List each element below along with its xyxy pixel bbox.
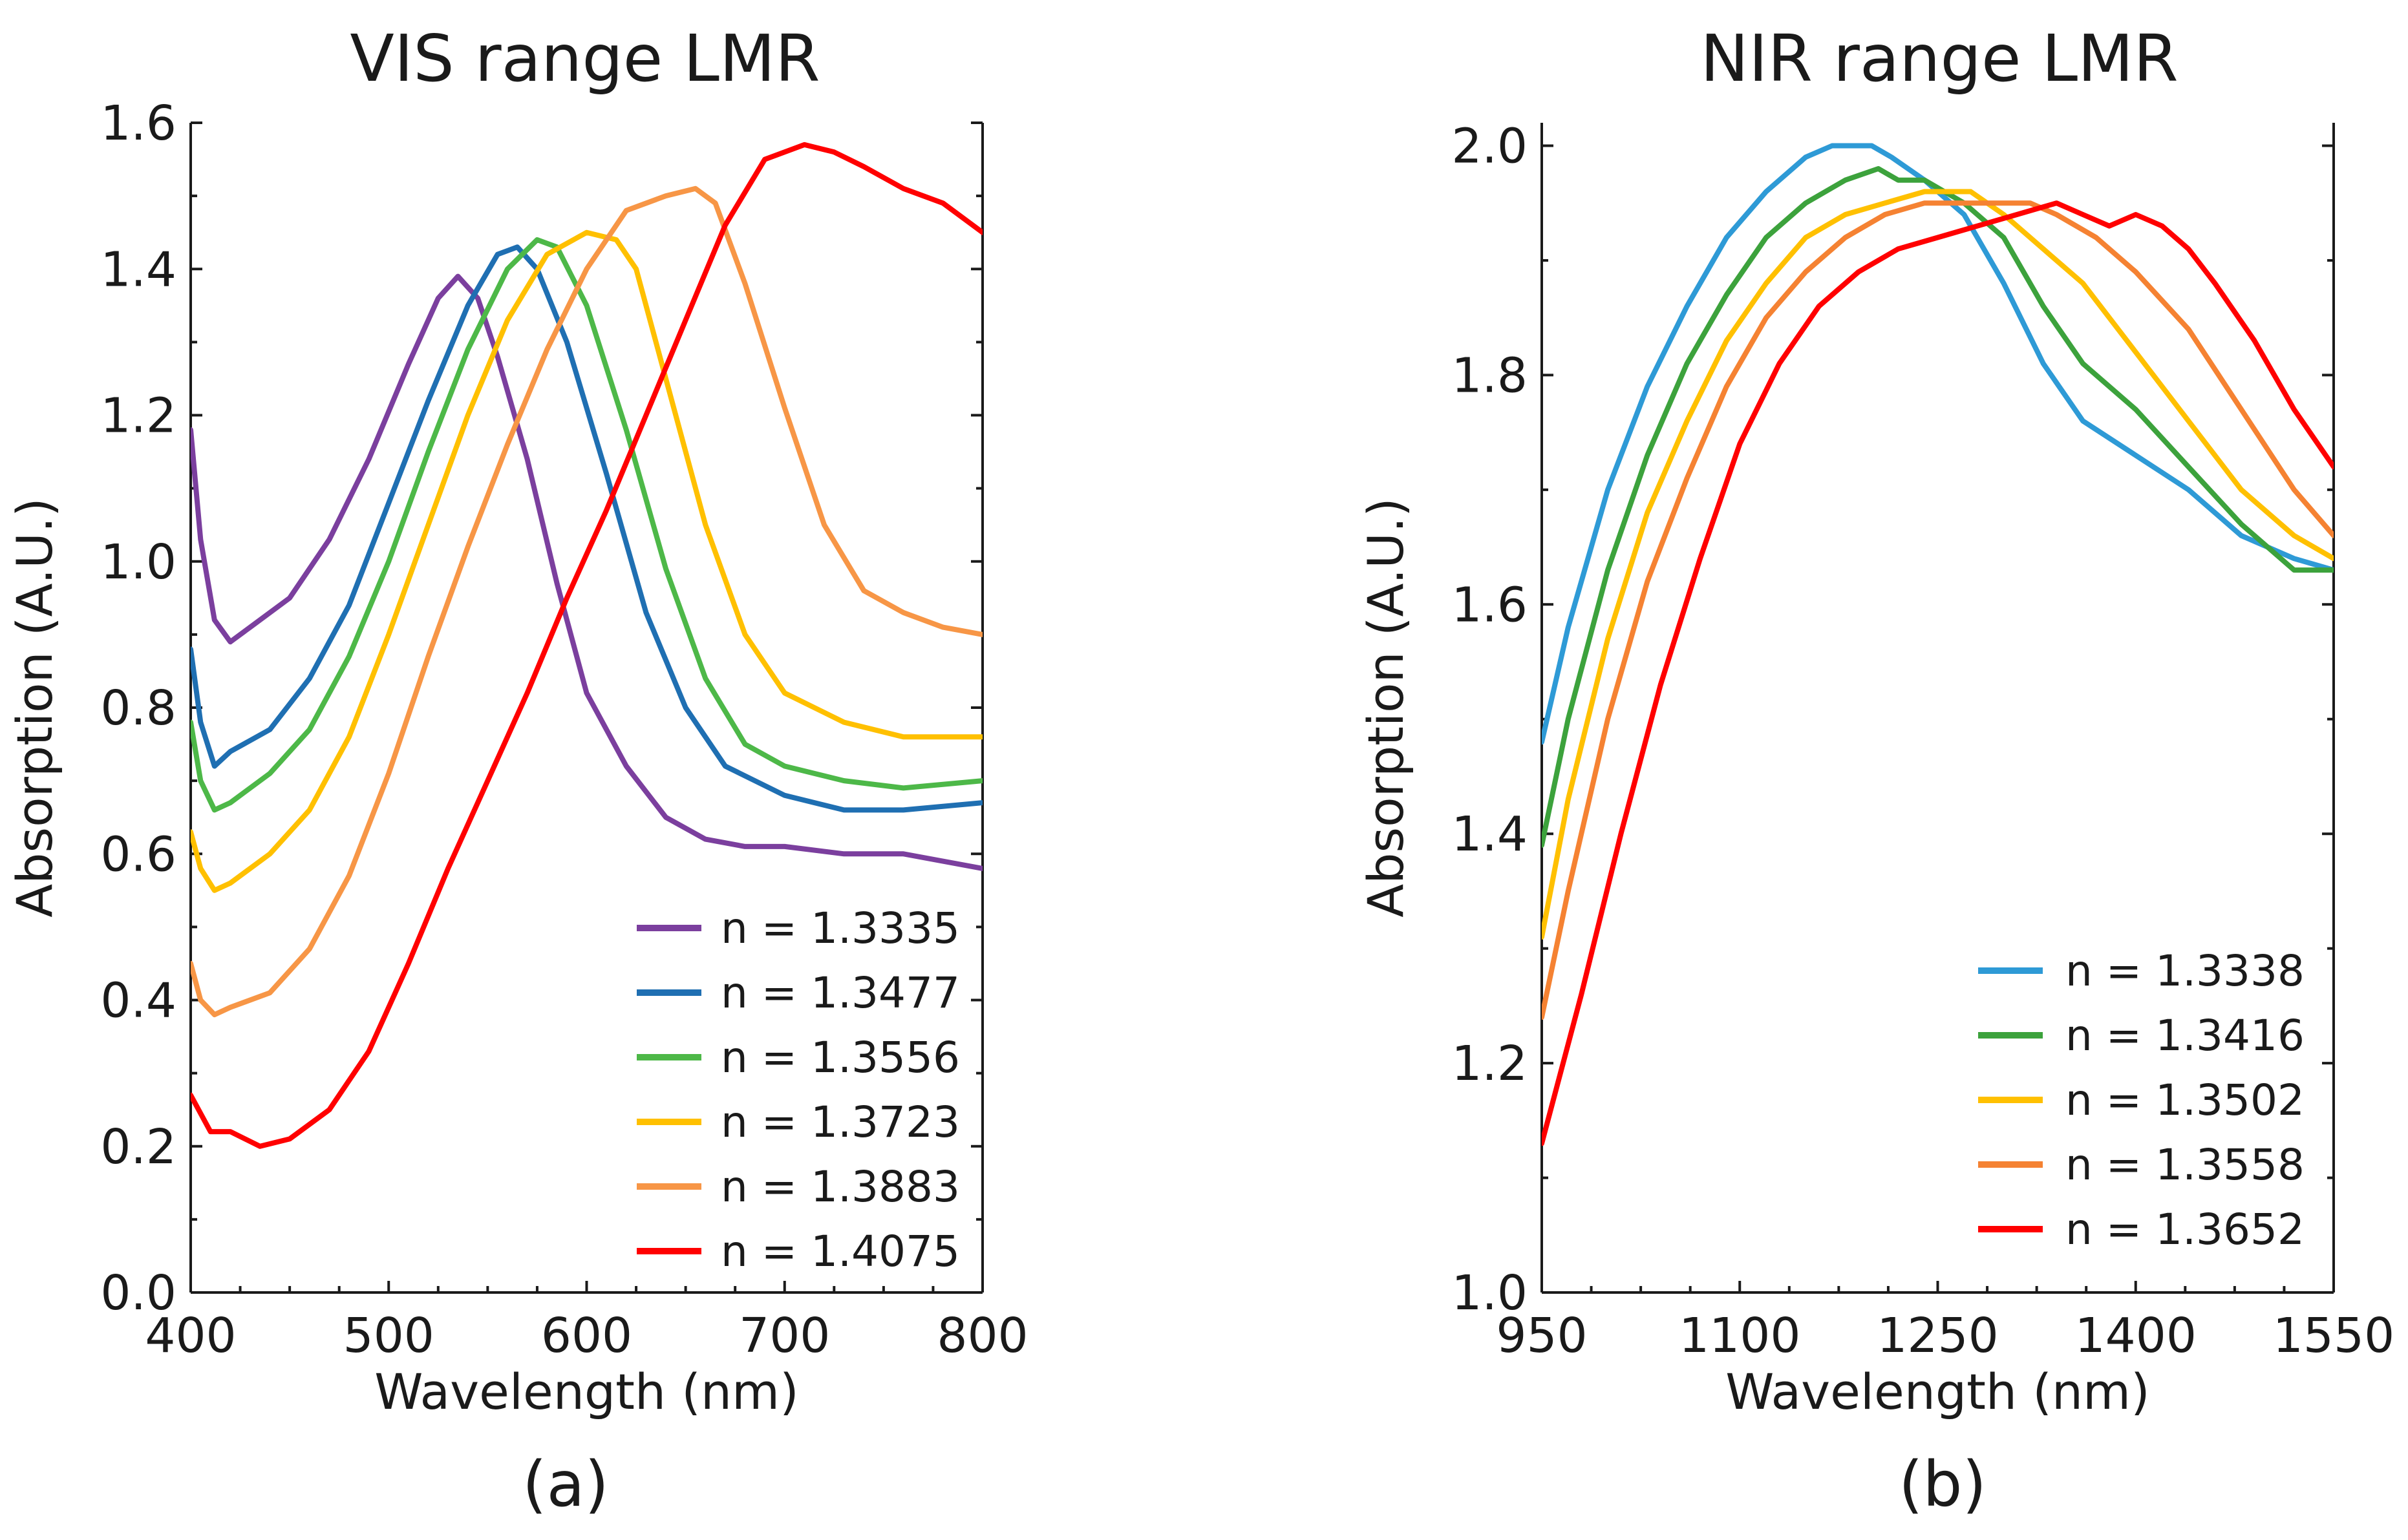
legend-label: n = 1.3338 <box>2065 946 2305 996</box>
chart-panel-nir: NIR range LMR 1.0 1.2 1.4 1.6 1.8 2.0 950 1100 12… <box>1357 21 2394 1521</box>
chart-panel-vis: VIS range LMR 0.0 0.2 0.4 0.6 0.8 1.0 1.2 1.4 1.6… <box>6 21 1028 1521</box>
x-tick-label: 1400 <box>2075 1308 2197 1364</box>
panel-label: (a) <box>522 1448 609 1521</box>
y-tick-label: 1.0 <box>100 534 176 590</box>
y-axis-label: Absorption (A.U.) <box>6 498 63 917</box>
legend-label: n = 1.3652 <box>2065 1205 2305 1254</box>
series-line-5 <box>1542 200 2334 1146</box>
series-line-4 <box>1542 200 2334 1020</box>
legend-label: n = 1.3883 <box>721 1162 960 1212</box>
x-axis-label: Wavelength (nm) <box>374 1363 799 1420</box>
series-line-2 <box>191 244 983 813</box>
series-line-4 <box>191 229 983 893</box>
chart-title: VIS range LMR <box>350 21 820 96</box>
legend-label: n = 1.3556 <box>721 1033 960 1082</box>
y-tick-label: 1.2 <box>100 388 176 444</box>
series-line-3 <box>191 237 983 813</box>
y-tick-label: 1.4 <box>1451 807 1528 862</box>
legend-label: n = 1.3723 <box>721 1097 960 1147</box>
y-tick-label: 1.4 <box>100 242 176 297</box>
x-tick-label: 400 <box>145 1308 236 1364</box>
y-axis-label: Absorption (A.U.) <box>1357 498 1414 917</box>
y-tick-label: 0.4 <box>100 973 176 1029</box>
y-tick-label: 0.0 <box>100 1265 176 1321</box>
series-line-6 <box>191 142 983 1149</box>
y-tick-label: 0.2 <box>100 1119 176 1175</box>
x-tick-label: 800 <box>937 1308 1028 1364</box>
y-tick-label: 1.6 <box>100 96 176 151</box>
x-tick-label: 1100 <box>1679 1308 1800 1364</box>
legend-label: n = 1.3558 <box>2065 1140 2305 1190</box>
series-line-1 <box>1542 143 2334 745</box>
y-tick-label: 0.8 <box>100 680 176 736</box>
legend-label: n = 1.3502 <box>2065 1075 2305 1125</box>
x-tick-label: 600 <box>541 1308 632 1364</box>
chart-title: NIR range LMR <box>1700 21 2179 96</box>
y-tick-label: 1.6 <box>1451 577 1528 633</box>
y-tick-label: 2.0 <box>1451 118 1528 174</box>
legend-label: n = 1.3416 <box>2065 1011 2305 1060</box>
legend-label: n = 1.3335 <box>721 903 960 953</box>
y-tick-label: 0.6 <box>100 827 176 882</box>
x-tick-label: 1550 <box>2273 1308 2394 1364</box>
x-tick-label: 500 <box>343 1308 434 1364</box>
series-line-2 <box>1542 166 2334 848</box>
legend-label: n = 1.4075 <box>721 1227 960 1276</box>
y-tick-label: 1.8 <box>1451 348 1528 403</box>
legend-label: n = 1.3477 <box>721 968 960 1018</box>
x-axis-label: Wavelength (nm) <box>1725 1363 2150 1420</box>
series-line-1 <box>191 273 983 871</box>
series-line-5 <box>191 185 983 1018</box>
series-line-3 <box>1542 189 2334 940</box>
x-tick-label: 1250 <box>1877 1308 1998 1364</box>
legend: n = 1.3335 n = 1.3477 n = 1.3556 n = 1.3723… <box>637 903 960 1276</box>
legend: n = 1.3338 n = 1.3416 n = 1.3502 n = 1.3558… <box>1978 946 2305 1254</box>
x-tick-label: 950 <box>1496 1308 1587 1364</box>
y-tick-label: 1.2 <box>1451 1036 1528 1092</box>
x-tick-label: 700 <box>739 1308 830 1364</box>
panel-label: (b) <box>1899 1448 1987 1521</box>
y-tick-label: 1.0 <box>1451 1265 1528 1321</box>
